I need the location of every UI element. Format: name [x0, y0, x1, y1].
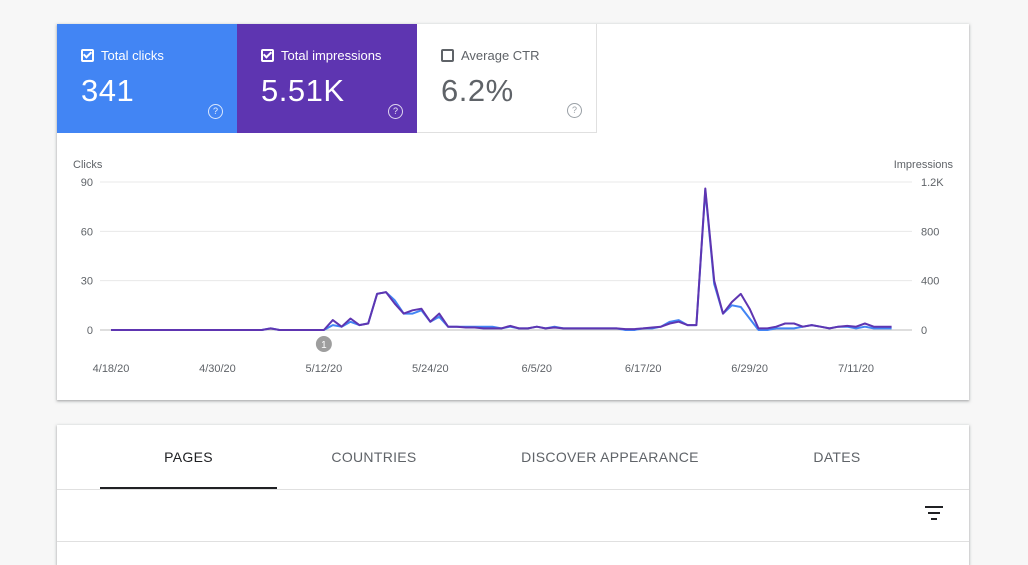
annotation-label: 1	[321, 340, 327, 351]
average-ctr-checkbox[interactable]	[441, 49, 454, 62]
x-tick-label: 6/5/20	[521, 363, 552, 375]
total-clicks-label: Total clicks	[101, 48, 164, 63]
dimension-tabs: PAGES COUNTRIES DISCOVER APPEARANCE DATE…	[57, 425, 969, 490]
right-tick-label: 400	[921, 276, 939, 288]
clicks-line	[111, 189, 892, 331]
x-tick-label: 7/11/20	[838, 363, 874, 375]
annotation-marker	[315, 336, 332, 352]
total-impressions-card[interactable]: Total impressions 5.51K ?	[237, 24, 417, 133]
dimension-table-card: PAGES COUNTRIES DISCOVER APPEARANCE DATE…	[57, 425, 969, 565]
right-axis-title: Impressions	[894, 159, 954, 171]
total-clicks-checkbox[interactable]	[81, 49, 94, 62]
impressions-line	[111, 187, 892, 331]
performance-chart-card: Total clicks 341 ? Total impressions 5.5…	[57, 24, 969, 400]
x-tick-label: 4/18/20	[93, 363, 130, 375]
total-impressions-label: Total impressions	[281, 48, 382, 63]
left-tick-label: 90	[81, 177, 93, 189]
help-icon[interactable]: ?	[567, 103, 582, 118]
x-tick-label: 6/29/20	[731, 363, 768, 375]
left-tick-label: 30	[81, 276, 93, 288]
help-icon[interactable]: ?	[388, 104, 403, 119]
filter-icon[interactable]	[925, 506, 943, 520]
average-ctr-card[interactable]: Average CTR 6.2% ?	[417, 24, 597, 133]
right-tick-label: 800	[921, 226, 939, 238]
average-ctr-value: 6.2%	[441, 73, 514, 108]
average-ctr-label: Average CTR	[461, 48, 540, 63]
tab-discover-appearance[interactable]: DISCOVER APPEARANCE	[521, 449, 699, 465]
right-tick-label: 0	[921, 325, 927, 337]
right-tick-label: 1.2K	[921, 177, 944, 189]
x-tick-label: 6/17/20	[625, 363, 662, 375]
tab-dates[interactable]: DATES	[813, 449, 861, 465]
performance-line-chart: Clicks Impressions 90 1.2K 60 800 30 400 0 0 4/18/…	[73, 159, 954, 375]
total-clicks-card[interactable]: Total clicks 341 ?	[57, 24, 237, 133]
total-clicks-value: 341	[81, 73, 135, 108]
total-impressions-checkbox[interactable]	[261, 49, 274, 62]
x-tick-label: 5/24/20	[412, 363, 449, 375]
help-icon[interactable]: ?	[208, 104, 223, 119]
total-impressions-header: Total impressions	[261, 48, 381, 63]
left-tick-label: 0	[87, 325, 93, 337]
total-impressions-value: 5.51K	[261, 73, 345, 108]
tab-pages[interactable]: PAGES	[100, 425, 277, 489]
left-axis-title: Clicks	[73, 159, 103, 171]
left-tick-label: 60	[81, 226, 93, 238]
table-filter-bar	[57, 490, 969, 542]
total-clicks-header: Total clicks	[81, 48, 164, 63]
x-tick-label: 5/12/20	[306, 363, 343, 375]
x-tick-label: 4/30/20	[199, 363, 236, 375]
tab-countries[interactable]: COUNTRIES	[331, 449, 417, 465]
average-ctr-header: Average CTR	[441, 48, 540, 63]
